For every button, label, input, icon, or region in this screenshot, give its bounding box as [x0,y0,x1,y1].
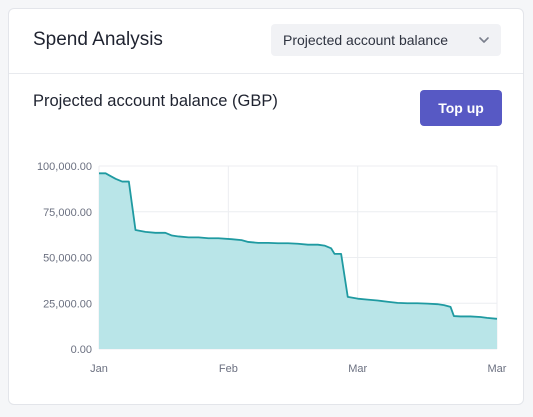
spend-analysis-card: Spend Analysis Projected account balance… [8,8,524,405]
y-tick-label: 50,000.00 [43,253,92,265]
card-header: Spend Analysis Projected account balance [9,9,523,74]
y-tick-label: 75,000.00 [43,207,92,219]
x-tick-label: Mar [348,363,367,375]
balance-line [99,172,498,320]
balance-chart: 0.00 25,000.00 50,000.00 75,000.00 100,000.0… [37,161,507,375]
balance-area [99,173,497,349]
y-tick-label: 100,000.00 [37,161,92,173]
card-title: Spend Analysis [33,29,163,50]
y-tick-label: 25,000.00 [43,298,92,310]
y-tick-label: 0.00 [71,344,92,356]
chevron-down-icon [479,37,489,43]
x-tick-label: Jan [90,363,108,375]
chart-type-dropdown[interactable]: Projected account balance [271,24,501,56]
chart-title: Projected account balance (GBP) [33,92,278,110]
dropdown-selected-label: Projected account balance [283,32,448,48]
x-tick-label: Feb [219,363,238,375]
x-tick-label: Mar [488,363,507,375]
top-up-button[interactable]: Top up [420,90,502,126]
